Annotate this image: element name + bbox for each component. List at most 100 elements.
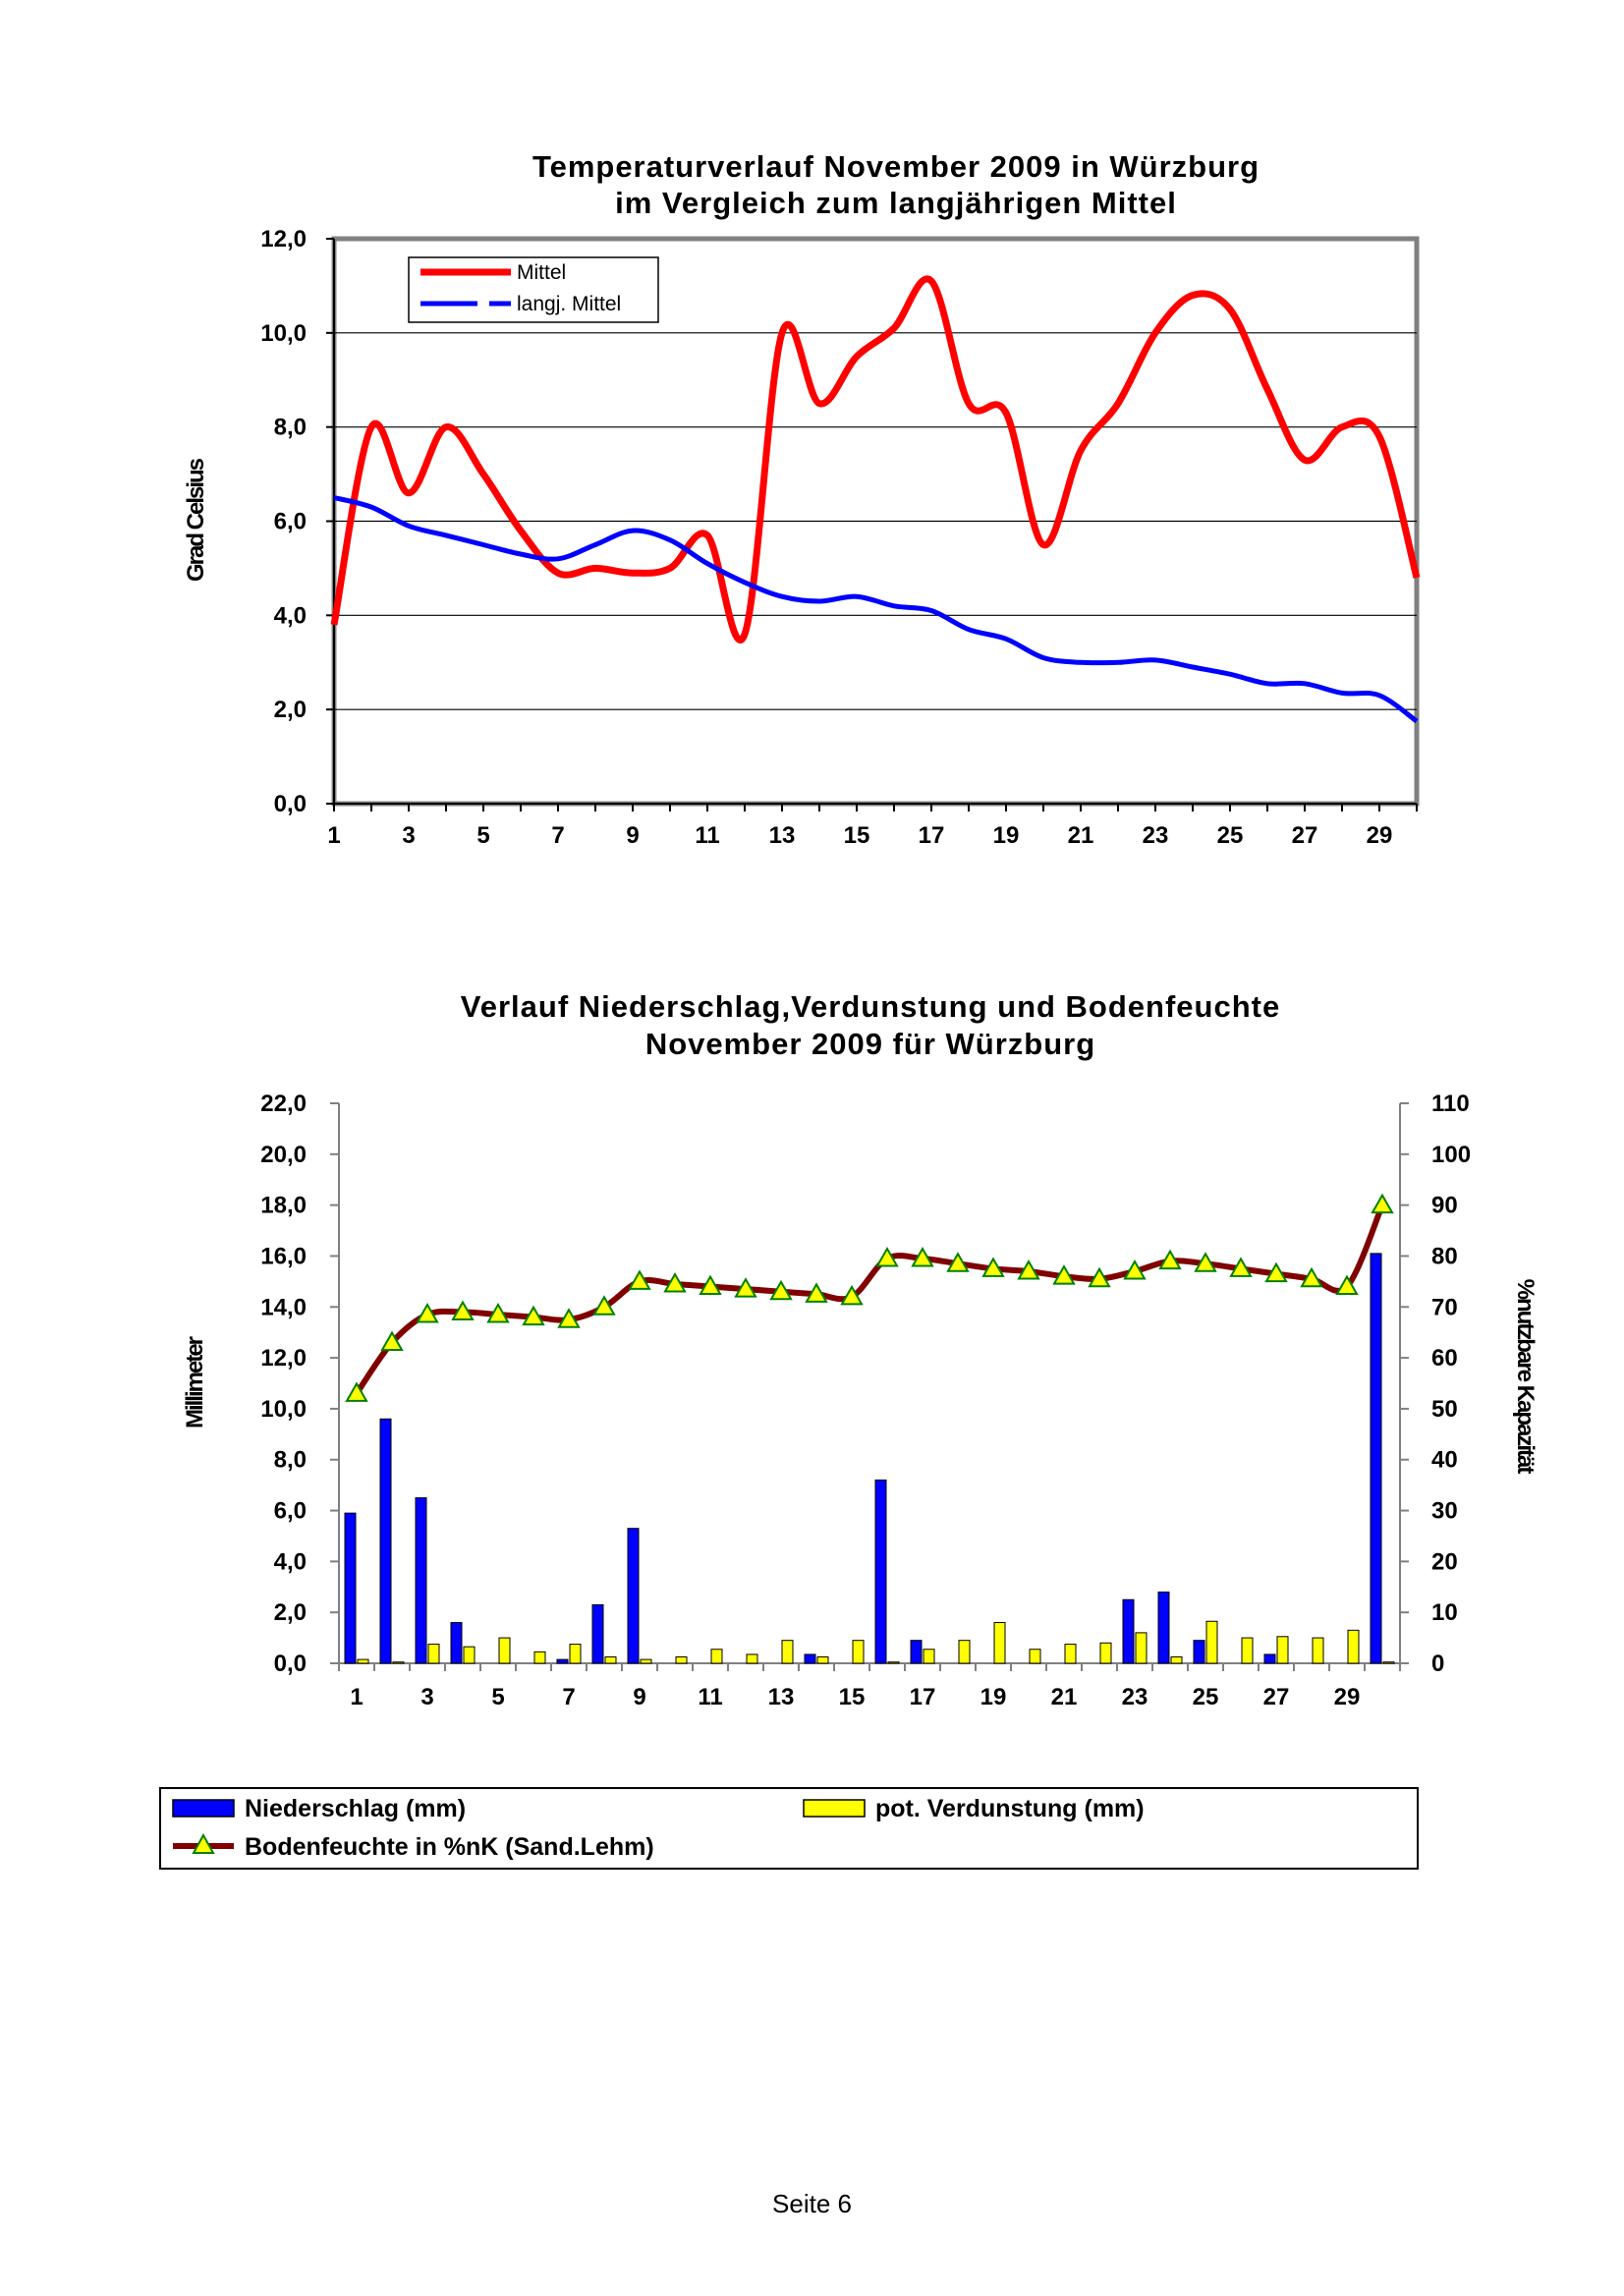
evaporation-bar [710,1649,723,1664]
y-tick-label: 0,0 [274,1651,307,1677]
y2-tick-label: 100 [1431,1142,1471,1168]
y-tick-label: 18,0 [260,1193,307,1219]
evaporation-bar [816,1656,829,1664]
precipitation-bar [874,1479,887,1664]
evaporation-bar [675,1656,688,1664]
y-tick-label: 8,0 [274,415,307,441]
y2-tick-label: 20 [1431,1548,1458,1575]
x-tick-label: 27 [1263,1684,1290,1710]
evaporation-bar [1099,1642,1112,1664]
soil-moisture-marker [380,1330,404,1352]
evaporation-bar [1276,1636,1289,1664]
y-tick-label: 22,0 [260,1091,307,1117]
soil-moisture-marker [345,1381,368,1402]
x-tick-label: 21 [1051,1684,1078,1710]
evaporation-bar [1241,1637,1254,1664]
y-tick-label: 6,0 [274,1498,307,1525]
x-tick-label: 19 [993,822,1020,849]
y-tick-label: 4,0 [274,602,307,629]
x-tick-label: 5 [476,822,489,849]
x-tick-label: 7 [551,822,564,849]
soil-moisture-marker [1335,1274,1359,1296]
x-tick-label: 25 [1217,822,1244,849]
x-tick-label: 1 [350,1684,363,1710]
y-tick-label: 2,0 [274,697,307,723]
soil-moisture-marker [592,1295,616,1316]
legend-label-langj-mittel: langj. Mittel [517,293,621,315]
y2-tick-label: 60 [1431,1345,1458,1372]
precipitation-bar [1157,1591,1170,1664]
legend-swatch-precipitation [172,1799,235,1818]
x-tick-label: 15 [844,822,870,849]
y2-tick-label: 50 [1431,1396,1458,1423]
chart-subtitle: November 2009 für Würzburg [645,1027,1095,1061]
soil-moisture-marker [805,1282,828,1303]
y-tick-label: 4,0 [274,1548,307,1575]
evaporation-bar [427,1644,440,1664]
y-tick-label: 20,0 [260,1142,307,1168]
evaporation-bar [463,1646,476,1664]
x-tick-label: 13 [769,822,796,849]
y2-tick-label: 80 [1431,1243,1458,1269]
precipitation-bar [379,1418,392,1664]
soil-moisture-marker [1017,1259,1040,1280]
series-line-langj-mittel [333,495,1419,724]
y2-tick-label: 30 [1431,1498,1458,1525]
soil-moisture-marker [628,1269,651,1290]
evaporation-bar [1029,1649,1041,1664]
soil-moisture-marker [663,1271,687,1293]
legend [159,1787,1419,1870]
soil-moisture-marker [1264,1261,1288,1283]
soil-moisture-marker [1123,1259,1147,1280]
soil-moisture-marker [840,1284,864,1306]
evaporation-bar [1205,1620,1218,1664]
legend-marker-soil-moisture [192,1832,215,1854]
y-tick-label: 10,0 [260,320,307,347]
y2-tick-label: 10 [1431,1599,1458,1626]
x-tick-label: 19 [980,1684,1007,1710]
evaporation-bar [1312,1637,1324,1664]
soil-moisture-marker [1300,1266,1323,1288]
temperature-chart: Temperaturverlauf November 2009 in Würzb… [183,149,1421,849]
evaporation-bar [923,1649,935,1664]
x-tick-label: 23 [1143,822,1169,849]
soil-moisture-marker [911,1247,934,1267]
precipitation-chart: Verlauf Niederschlag,Verdunstung und Bod… [159,989,1539,1870]
x-tick-label: 1 [327,822,340,849]
evaporation-bar [392,1661,405,1664]
soil-moisture-marker [1052,1264,1076,1285]
legend [408,256,659,323]
y-tick-label: 0,0 [274,791,307,817]
soil-moisture-line [354,1204,1385,1396]
y2-tick-label: 0 [1431,1651,1444,1677]
evaporation-bar [569,1644,582,1664]
x-tick-label: 11 [698,1684,722,1710]
evaporation-bar [887,1661,900,1664]
legend-label-evaporation: pot. Verdunstung (mm) [875,1795,1145,1822]
soil-moisture-marker [1229,1257,1253,1277]
evaporation-bar [640,1658,652,1664]
soil-moisture-marker [734,1277,757,1298]
x-tick-label: 25 [1193,1684,1219,1710]
soil-moisture-marker [699,1274,722,1296]
y-tick-label: 12,0 [260,1345,307,1372]
soil-moisture-marker [946,1252,970,1272]
precipitation-bar [1263,1653,1276,1664]
x-tick-label: 29 [1367,822,1393,849]
legend-swatch-evaporation [803,1799,866,1818]
x-tick-label: 21 [1068,822,1094,849]
legend-label-mittel: Mittel [517,261,566,284]
precipitation-bar [1370,1253,1382,1664]
chart-subtitle: im Vergleich zum langjährigen Mittel [615,186,1177,220]
precipitation-bar [415,1497,427,1664]
evaporation-bar [1170,1656,1183,1664]
y-tick-label: 8,0 [274,1447,307,1474]
soil-moisture-marker [1088,1266,1111,1288]
evaporation-bar [993,1622,1006,1664]
evaporation-bar [1382,1661,1395,1664]
chart-title: Temperaturverlauf November 2009 in Würzb… [532,149,1260,184]
soil-moisture-marker [557,1308,581,1328]
evaporation-bar [604,1656,617,1664]
evaporation-bar [533,1651,546,1664]
